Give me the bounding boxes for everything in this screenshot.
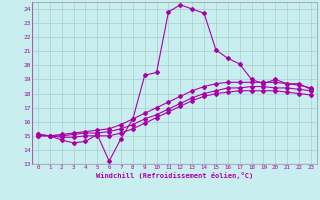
X-axis label: Windchill (Refroidissement éolien,°C): Windchill (Refroidissement éolien,°C): [96, 172, 253, 179]
